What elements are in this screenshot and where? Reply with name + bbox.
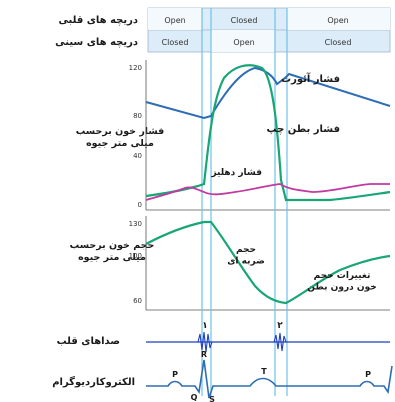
ecg-p-wave-label: P: [172, 370, 178, 379]
heart-valves-label: دریچه های قلبی: [58, 15, 138, 26]
ecg-q-wave-label: Q: [191, 393, 198, 402]
semilunar-state-3: Closed: [325, 38, 352, 47]
semilunar-open-cell: [211, 30, 275, 52]
ecg-p-wave-label-2: P: [365, 370, 371, 379]
av-open-cell: [148, 8, 202, 30]
phase-lines: [201, 8, 288, 396]
av-state-3: Open: [327, 16, 348, 25]
stroke-volume-label: حجم ضربه ای: [227, 245, 265, 266]
av-state-1: Open: [164, 16, 185, 25]
ecg-t-wave-label: T: [261, 367, 267, 376]
atrial-pressure-curve: [145, 183, 390, 201]
pressure-axis-label: فشار خون برحسب میلی متر جیوه: [76, 126, 165, 149]
av-open-cell-2: [287, 8, 390, 30]
ecg-label: الکتروکاردیوگرام: [52, 375, 135, 388]
volume-axis-label: حجم خون برحسب میلی متر جیوه: [70, 240, 155, 263]
valve-header: Open Closed Open Closed Open Closed: [147, 7, 391, 53]
pressure-tick-40: 40: [133, 152, 142, 160]
volume-tick-130: 130: [129, 220, 142, 228]
av-state-2: Closed: [231, 16, 258, 25]
volume-tick-100: 100: [129, 252, 142, 260]
ecg-waveform: [146, 359, 393, 399]
aortic-pressure-label: فشار آئورت: [281, 72, 340, 85]
heart-sounds-label: صداهای قلب: [57, 336, 120, 347]
pressure-tick-120: 120: [129, 64, 142, 72]
heart-sound-2-marker: ۲: [277, 321, 283, 331]
atrial-pressure-label: فشار دهلیز: [210, 168, 262, 178]
panel-axes: [145, 60, 390, 311]
semilunar-state-2: Open: [233, 38, 254, 47]
ecg-s-wave-label: S: [209, 395, 215, 402]
semilunar-valves-label: دریچه های سینی: [55, 37, 138, 48]
heart-sound-1-waveform: [197, 331, 213, 353]
semilunar-state-1: Closed: [162, 38, 189, 47]
volume-change-label: تغییرات حجم خون درون بطن: [307, 271, 376, 292]
pressure-tick-80: 80: [133, 112, 142, 120]
heart-sound-1-marker: ۱: [202, 321, 208, 331]
pressure-tick-0: 0: [138, 201, 142, 209]
aortic-pressure-curve: [145, 66, 391, 120]
ventricular-volume-curve: [145, 220, 391, 305]
ventricular-pressure-label: فشار بطن چپ: [267, 124, 341, 135]
heart-sound-2-waveform: [273, 332, 287, 352]
volume-tick-60: 60: [133, 297, 142, 305]
ecg-r-wave-label: R: [201, 350, 207, 359]
